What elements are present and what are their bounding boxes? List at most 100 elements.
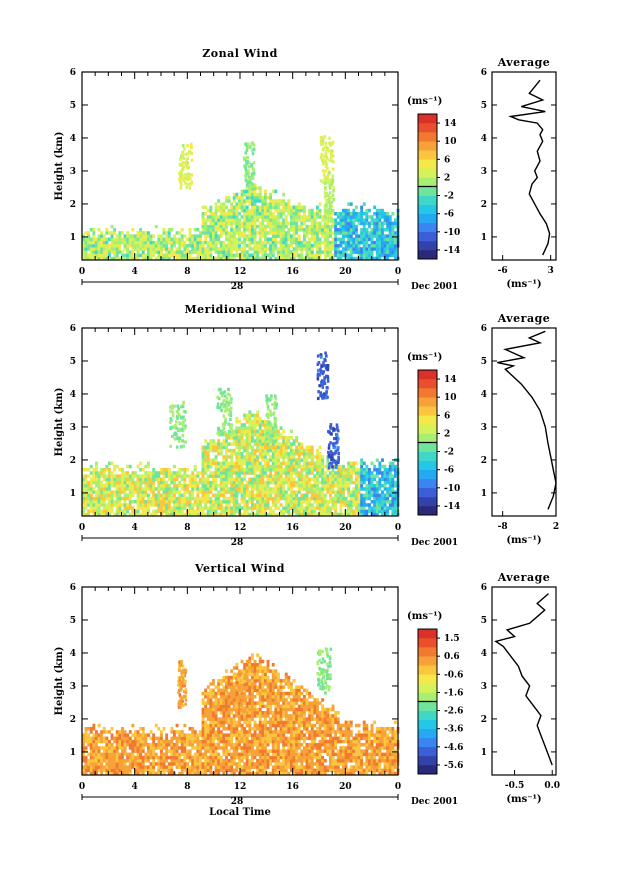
heatmap-cell bbox=[181, 168, 185, 172]
heatmap-cell bbox=[136, 765, 140, 769]
heatmap-cell bbox=[136, 474, 140, 478]
heatmap-cell bbox=[95, 765, 98, 769]
heatmap-cell bbox=[212, 442, 215, 446]
heatmap-cell bbox=[128, 496, 132, 501]
heatmap-cell bbox=[217, 512, 221, 517]
heatmap-cell bbox=[349, 218, 353, 222]
heatmap-cell bbox=[206, 256, 210, 261]
heatmap-cell bbox=[295, 212, 299, 216]
heatmap-cell bbox=[214, 503, 218, 507]
heatmap-cell bbox=[170, 509, 174, 514]
heatmap-cell bbox=[240, 452, 244, 456]
heatmap-cell bbox=[108, 768, 111, 773]
heatmap-cell bbox=[245, 250, 249, 254]
heatmap-cell bbox=[334, 212, 338, 216]
heatmap-cell bbox=[222, 480, 226, 485]
heatmap-cell bbox=[365, 231, 369, 235]
heatmap-cell bbox=[134, 759, 137, 763]
heatmap-cell bbox=[373, 490, 377, 494]
heatmap-cell bbox=[284, 477, 288, 482]
heatmap-cell bbox=[235, 477, 239, 482]
heatmap-cell bbox=[316, 452, 319, 456]
heatmap-cell bbox=[274, 500, 278, 504]
heatmap-cell bbox=[218, 406, 222, 410]
heatmap-cell bbox=[269, 412, 273, 416]
heatmap-cell bbox=[173, 471, 176, 475]
heatmap-cell bbox=[261, 445, 265, 450]
heatmap-cell bbox=[131, 749, 135, 753]
heatmap-cell bbox=[274, 189, 278, 194]
heatmap-cell bbox=[235, 192, 239, 197]
heatmap-cell bbox=[230, 406, 233, 410]
heatmap-cell bbox=[322, 173, 326, 177]
heatmap-cell bbox=[134, 509, 137, 514]
heatmap-cell bbox=[100, 759, 104, 763]
heatmap-cell bbox=[218, 387, 222, 391]
heatmap-cell bbox=[258, 452, 262, 456]
heatmap-cell bbox=[386, 237, 390, 242]
heatmap-cell bbox=[209, 442, 213, 446]
heatmap-cell bbox=[303, 480, 306, 485]
heatmap-cell bbox=[258, 196, 262, 200]
heatmap-cell bbox=[157, 759, 161, 763]
heatmap-cell bbox=[196, 480, 200, 485]
heatmap-cell bbox=[339, 503, 343, 507]
heatmap-cell bbox=[310, 458, 314, 462]
heatmap-cell bbox=[230, 455, 234, 459]
heatmap-cell bbox=[222, 202, 226, 206]
heatmap-cell bbox=[141, 500, 145, 504]
heatmap-cell bbox=[305, 250, 309, 254]
heatmap-cell bbox=[206, 480, 210, 485]
heatmap-cell bbox=[84, 739, 88, 744]
heatmap-cell bbox=[251, 439, 254, 443]
heatmap-cell bbox=[149, 234, 153, 238]
heatmap-cell bbox=[134, 244, 137, 248]
heatmap-cell bbox=[383, 471, 387, 475]
heatmap-cell bbox=[108, 752, 111, 757]
heatmap-cell bbox=[183, 426, 187, 430]
heatmap-cell bbox=[323, 191, 327, 195]
heatmap-cell bbox=[246, 144, 249, 148]
heatmap-cell bbox=[261, 448, 265, 453]
heatmap-cell bbox=[386, 256, 390, 261]
heatmap-cell bbox=[100, 503, 104, 507]
heatmap-cell bbox=[227, 503, 231, 507]
heatmap-cell bbox=[318, 228, 322, 232]
heatmap-cell bbox=[227, 464, 231, 469]
heatmap-cell bbox=[162, 474, 166, 478]
heatmap-cell bbox=[243, 445, 247, 450]
heatmap-cell bbox=[300, 509, 304, 514]
heatmap-cell bbox=[160, 730, 163, 734]
heatmap-cell bbox=[204, 212, 208, 216]
heatmap-cell bbox=[277, 247, 280, 251]
heatmap-cell bbox=[108, 755, 111, 760]
heatmap-cell bbox=[357, 215, 361, 219]
heatmap-cell bbox=[165, 240, 169, 245]
heatmap-cell bbox=[355, 506, 358, 510]
heatmap-cell bbox=[383, 464, 387, 469]
heatmap-cell bbox=[232, 244, 236, 248]
heatmap-cell bbox=[326, 224, 330, 229]
heatmap-cell bbox=[225, 477, 228, 482]
heatmap-cell bbox=[131, 471, 135, 475]
heatmap-cell bbox=[261, 199, 265, 203]
heatmap-cell bbox=[383, 506, 387, 510]
heatmap-cell bbox=[274, 512, 278, 517]
colorbar-tick-label: 6 bbox=[444, 155, 450, 165]
heatmap-cell bbox=[139, 237, 143, 242]
heatmap-cell bbox=[258, 474, 262, 478]
heatmap-cell bbox=[282, 212, 286, 216]
heatmap-cell bbox=[290, 208, 293, 213]
heatmap-cell bbox=[245, 455, 249, 459]
heatmap-cell bbox=[227, 208, 231, 213]
heatmap-cell bbox=[381, 464, 384, 469]
heatmap-cell bbox=[251, 458, 254, 462]
heatmap-cell bbox=[323, 224, 327, 229]
heatmap-cell bbox=[248, 480, 252, 485]
heatmap-cell bbox=[191, 503, 195, 507]
heatmap-cell bbox=[238, 455, 241, 459]
heatmap-cell bbox=[128, 736, 132, 741]
heatmap-cell bbox=[365, 509, 369, 514]
heatmap-cell bbox=[82, 739, 85, 744]
heatmap-cell bbox=[141, 739, 145, 744]
